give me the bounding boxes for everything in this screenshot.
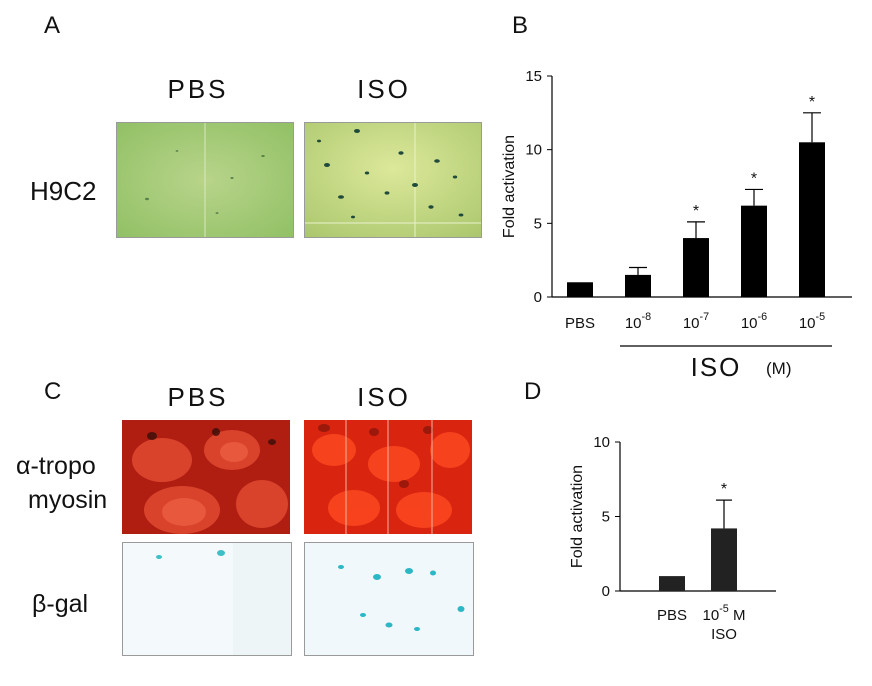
fluorescence-tropomyosin-iso: [304, 420, 472, 534]
panel-a-row-label: H9C2: [30, 176, 97, 206]
chart-D-significance-mark: *: [721, 481, 727, 498]
chart-B-category-label: 10-5: [799, 311, 825, 332]
chart-b-group-label: ISO: [691, 352, 742, 382]
chart-B-y-label: Fold activation: [501, 135, 518, 238]
chart-B-category-label: PBS: [565, 315, 595, 332]
chart-D-category-label-line2: ISO: [711, 626, 737, 643]
chart-B-category-label: 10-7: [683, 311, 709, 332]
panel-a-col-label-iso: ISO: [357, 74, 411, 104]
chart-B-significance-mark: *: [751, 170, 757, 187]
chart-B-category-label: 10-8: [625, 311, 651, 332]
panel-c-col-label-pbs: PBS: [167, 382, 229, 412]
chart-B-y-tick-label: 10: [525, 142, 542, 159]
panel-a-col-label-pbs: PBS: [167, 74, 229, 104]
stain-bgal-pbs: [122, 542, 292, 656]
chart-D-y-tick-label: 10: [593, 434, 610, 451]
stain-bgal-iso: [304, 542, 474, 656]
chart-b-group-unit: (M): [766, 359, 791, 378]
chart-B-bar: [799, 142, 825, 297]
panel-c-row-label-myosin: myosin: [28, 486, 108, 514]
panel-c-col-label-iso: ISO: [357, 382, 411, 412]
chart-B-bar: [567, 282, 593, 297]
chart-B-significance-mark: *: [809, 94, 815, 111]
chart-D-bar: [659, 576, 685, 591]
micrograph-h9c2-iso: [304, 122, 482, 238]
fluorescence-tropomyosin-pbs: [122, 420, 290, 534]
chart-B-bar: [625, 274, 651, 297]
panel-letter-d: D: [524, 378, 542, 405]
panel-c-row-label-tropo: α-tropo: [16, 452, 96, 480]
panel-letter-c: C: [44, 378, 62, 405]
panel-c-row-label-bgal: β-gal: [32, 590, 89, 618]
chart-D-y-tick-label: 0: [602, 583, 610, 600]
chart-B-bar: [683, 238, 709, 297]
chart-D-bar: [711, 528, 737, 591]
chart-B-y-tick-label: 0: [534, 289, 542, 306]
panel-letter-b: B: [512, 12, 529, 39]
chart-D-y-label: Fold activation: [569, 465, 586, 568]
chart-D-category-label: 10-5 M: [703, 603, 746, 624]
chart-d: 0 5 10 Fold activation PBS * 10-5 M ISO: [569, 434, 776, 643]
chart-B-bar: [741, 205, 767, 297]
chart-B-y-tick-label: 5: [534, 215, 542, 232]
panel-letter-a: A: [44, 12, 61, 39]
chart-b: 0 5 10 15 Fold activation PBS 10-8 * 10-7 * 10-6 * 1…: [501, 68, 852, 382]
chart-B-significance-mark: *: [693, 203, 699, 220]
chart-D-category-label: PBS: [657, 607, 687, 624]
chart-D-y-tick-label: 5: [602, 509, 610, 526]
chart-B-y-tick-label: 15: [525, 68, 542, 85]
micrograph-h9c2-pbs: [116, 122, 294, 238]
chart-B-category-label: 10-6: [741, 311, 767, 332]
